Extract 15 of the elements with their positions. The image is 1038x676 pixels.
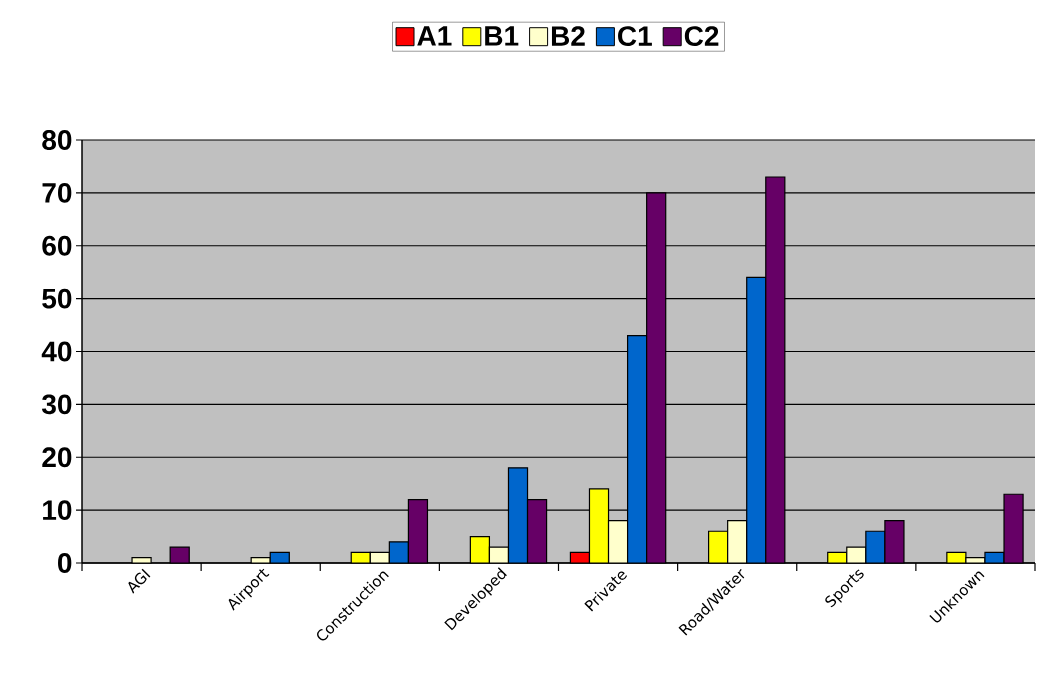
legend-label: B2 — [551, 26, 585, 46]
y-tick-label: 10 — [43, 500, 72, 521]
y-tick-label: 50 — [42, 288, 72, 309]
y-tick-label: 60 — [42, 235, 72, 256]
y-tick-label: 0 — [58, 553, 72, 573]
y-tick-label: 80 — [42, 130, 72, 150]
legend-label: B1 — [485, 26, 519, 46]
y-tick-label: 20 — [42, 447, 72, 468]
y-tick-label: 70 — [42, 182, 72, 203]
legend-label: A1 — [417, 26, 452, 46]
legend-label: C2 — [684, 26, 719, 46]
x-tick-label: AGI — [128, 568, 151, 594]
y-tick-label: 30 — [41, 394, 72, 415]
y-tick-label: 40 — [41, 341, 72, 362]
legend-label: C1 — [618, 26, 652, 46]
